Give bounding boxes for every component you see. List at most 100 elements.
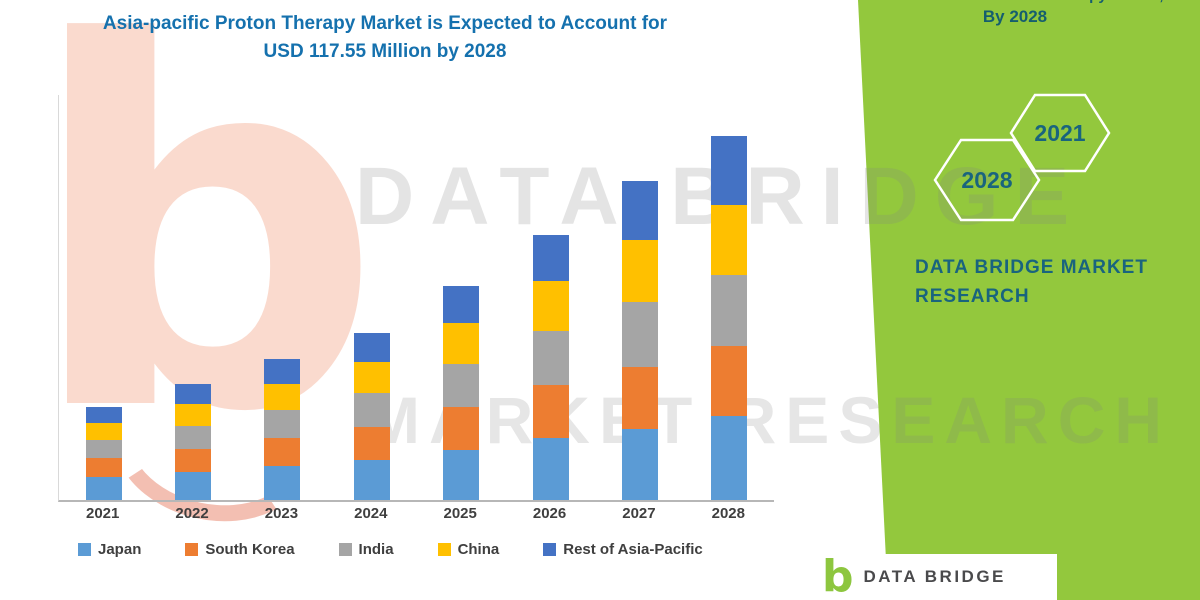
x-axis-label-2028: 2028 [711,505,745,522]
x-axis-label-2027: 2027 [622,505,656,522]
bar-slot-2024 [327,95,416,500]
stacked-bar-2027 [621,180,658,500]
year-hexagons: 2028 2021 [933,93,1111,222]
legend-swatch-icon [543,543,557,556]
bar-segment-japan-2025 [443,450,480,500]
panel-caption-by-2028: By 2028 [982,7,1048,26]
bar-segment-rest-of-asia-pacific-2028 [711,135,748,206]
watermark-text-line2: MARKET RESEARCH [365,383,1172,457]
bar-segment-rest-of-asia-pacific-2021 [85,407,122,423]
stacked-bar-2026 [532,234,569,500]
legend-label: Rest of Asia-Pacific [563,541,703,558]
bar-segment-south-korea-2027 [621,366,658,429]
chart-title: Asia-pacific Proton Therapy Market is Ex… [40,10,730,65]
x-axis-labels: 2021 2022 2023 2024 2025 2026 2027 2028 [58,505,773,522]
legend-label: South Korea [205,541,295,558]
bar-segment-india-2024 [353,393,390,428]
footer-logo: b DATA BRIDGE [812,554,1057,600]
hexagon-2021-outline [1009,93,1111,173]
bar-segment-south-korea-2022 [175,448,212,473]
panel-brand-name: DATA BRIDGE MARKET RESEARCH [915,253,1148,312]
bar-segment-japan-2022 [175,472,212,500]
bar-segment-china-2021 [85,422,122,440]
bar-segment-rest-of-asia-pacific-2027 [621,180,658,240]
stacked-bar-2021 [85,407,122,500]
bar-segment-south-korea-2023 [264,438,301,466]
green-side-panel [858,0,1200,600]
panel-brand-line2: RESEARCH [915,286,1030,308]
hexagon-2028-label: 2028 [961,167,1012,193]
bar-slot-2027 [595,95,684,500]
legend-swatch-icon [437,543,451,556]
stacked-bar-2022 [175,383,212,500]
legend-label: India [358,541,394,558]
chart-title-line2: USD 117.55 Million by 2028 [263,40,507,62]
bar-segment-japan-2028 [711,416,748,500]
bar-slot-2021 [59,95,148,500]
bar-segment-india-2022 [175,425,212,449]
footer-logo-text: DATA BRIDGE [863,567,1006,586]
bar-segment-china-2026 [532,281,569,332]
bar-slot-2026 [506,95,595,500]
bar-segment-china-2025 [443,323,480,364]
legend-swatch-icon [185,543,199,556]
bar-segment-south-korea-2025 [443,407,480,451]
legend-item-south-korea: South Korea [185,541,295,558]
stacked-bar-2023 [264,358,301,500]
bar-segment-china-2027 [621,239,658,302]
legend-label: Japan [98,541,142,558]
legend-item-china: China [437,541,500,558]
x-axis-label-2024: 2024 [354,505,388,522]
chart-title-line1: Asia-pacific Proton Therapy Market is Ex… [102,13,668,34]
bar-slot-2028 [685,95,774,500]
legend-item-japan: Japan [78,541,141,558]
bar-segment-rest-of-asia-pacific-2026 [532,234,569,282]
x-axis-label-2022: 2022 [175,505,209,522]
bar-segment-china-2024 [353,362,390,394]
bar-segment-rest-of-asia-pacific-2022 [175,383,212,404]
bar-segment-india-2026 [532,331,569,386]
bar-segment-south-korea-2026 [532,385,569,438]
legend-label: China [457,541,500,558]
x-axis-label-2026: 2026 [532,505,567,522]
bar-segment-india-2028 [711,275,748,347]
bar-segment-rest-of-asia-pacific-2024 [353,332,390,363]
bar-segment-china-2022 [175,403,212,426]
legend-swatch-icon [78,543,91,556]
bar-segment-china-2028 [711,205,748,276]
bar-segment-japan-2021 [85,476,122,500]
panel-caption-cropped: Asia-Pacific Proton Therapy Market, [895,0,1175,4]
legend-item-india: India [338,541,394,558]
bar-slot-2025 [417,95,506,500]
bar-segment-rest-of-asia-pacific-2023 [264,358,301,384]
x-axis-label-2021: 2021 [86,505,120,522]
bar-segment-india-2023 [264,410,301,439]
x-axis-label-2023: 2023 [264,505,299,522]
legend-swatch-icon [338,543,352,556]
bar-segment-south-korea-2028 [711,346,748,417]
bar-segment-china-2023 [264,383,301,411]
bar-slot-2023 [238,95,327,500]
panel-brand-line1: DATA BRIDGE MARKET [915,257,1148,278]
bar-segment-south-korea-2021 [85,458,122,477]
bar-segment-india-2027 [621,301,658,367]
bar-segment-japan-2023 [264,465,301,500]
legend-item-rest-of-asia-pacific: Rest of Asia-Pacific [543,541,703,558]
bar-slot-2022 [148,95,237,500]
bar-segment-rest-of-asia-pacific-2025 [443,286,480,324]
bar-segment-japan-2027 [621,428,658,500]
footer-logo-b-icon: b [822,551,854,600]
stacked-bar-2024 [353,332,390,500]
x-axis-label-2025: 2025 [443,505,477,522]
stacked-bar-2028 [711,135,748,500]
stacked-bar-2025 [443,286,480,500]
hexagon-2021-label: 2021 [1034,120,1085,146]
bar-segment-south-korea-2024 [353,427,390,460]
bar-segment-japan-2024 [353,459,390,500]
bar-segment-japan-2026 [532,438,569,500]
hexagon-2028-outline [933,138,1041,222]
chart-legend: Japan South Korea India China Rest of Asia-P… [78,541,703,558]
bar-segment-india-2021 [85,439,122,459]
bar-segment-india-2025 [443,363,480,408]
